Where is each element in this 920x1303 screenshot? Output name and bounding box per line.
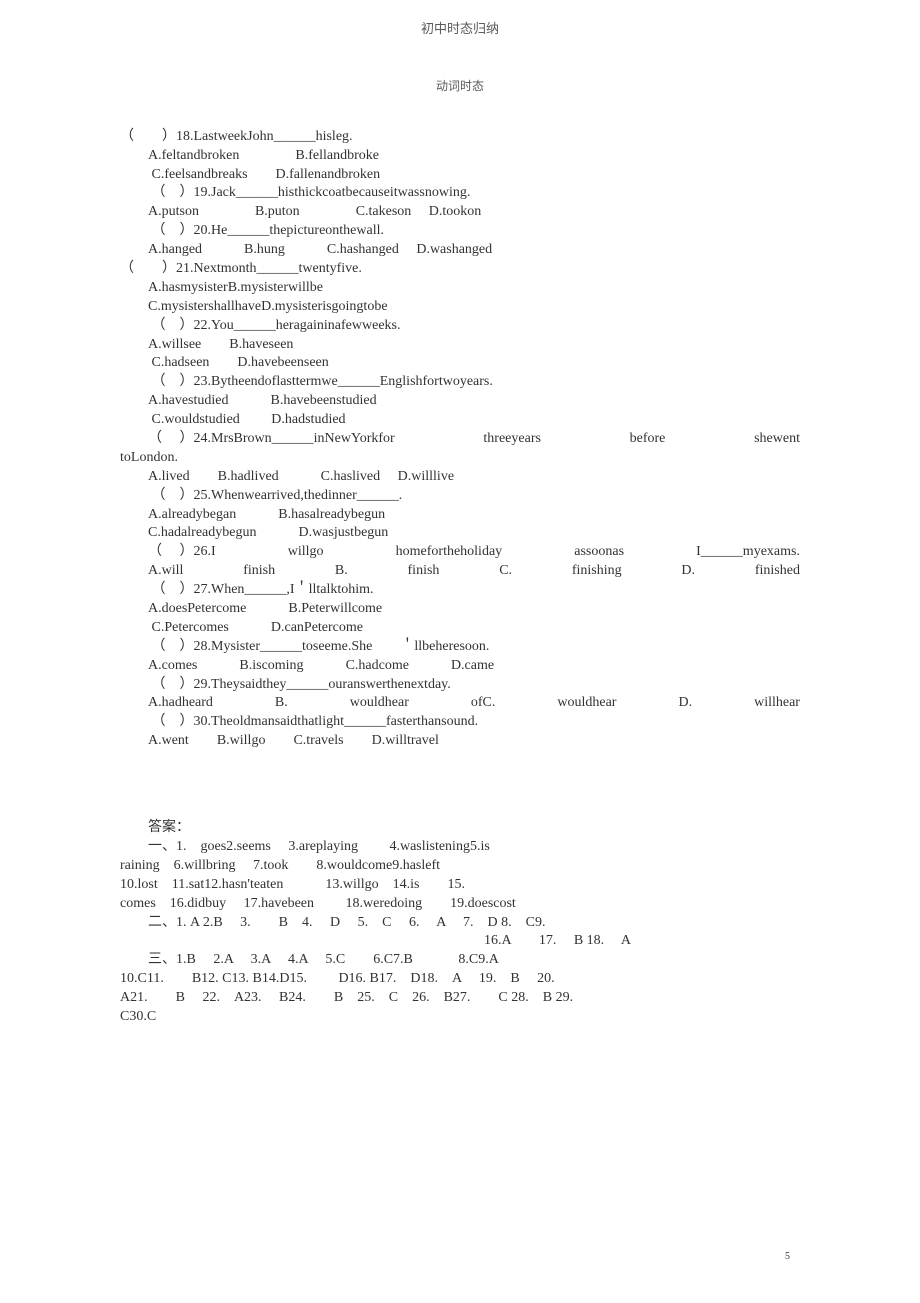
q23-line1: A.havestudied B.havebeenstudied [120, 392, 800, 411]
q18-b: B.fellandbroke [295, 148, 379, 163]
page-title-top: 初中时态归纳 [120, 20, 800, 38]
q18-d: D.fallenandbroken [276, 167, 381, 182]
q18-c: C.feelsandbreaks [152, 167, 248, 182]
q24-prompt: （ ）24.MrsBrown______inNewYorkfor threeye… [120, 430, 800, 449]
page-root: 初中时态归纳 动词时态 （ ）18.LastweekJohn______hisl… [0, 0, 920, 1303]
q23-line2: C.wouldstudied D.hadstudied [120, 411, 800, 430]
answers-3a: 三、1.B 2.A 3.A 4.A 5.C 6.C7.B 8.C9.A [120, 951, 800, 970]
q29-opts: A.hadheard B. wouldhear ofC. wouldhear D… [120, 694, 800, 713]
q18-a: A.feltandbroken [148, 148, 239, 163]
answers-1d: comes 16.didbuy 17.havebeen 18.weredoing… [120, 895, 800, 914]
q18-opts-ab: A.feltandbroken B.fellandbroke [120, 147, 800, 166]
answers-block: 答案： 一、1. goes2.seems 3.areplaying 4.wasl… [120, 819, 800, 1027]
q28-c: C.hadcome [346, 658, 409, 673]
q19-opts: A.putson B.puton C.takeson D.tookon [120, 203, 800, 222]
q28-b: B.iscoming [239, 658, 303, 673]
q24-d: D.willlive [398, 469, 454, 484]
answers-1a: 一、1. goes2.seems 3.areplaying 4.wasliste… [120, 838, 800, 857]
q24-opts: A.lived B.hadlived C.haslived D.willlive [120, 468, 800, 487]
q20-opts: A.hanged B.hung C.hashanged D.washanged [120, 241, 800, 260]
q26-opts: A.will finish B. finish C. finishing D. … [120, 562, 800, 581]
q30-prompt: （ ）30.Theoldmansaidthatlight______faster… [120, 713, 800, 732]
q20-a: A.hanged [148, 242, 202, 257]
q30-d: D.willtravel [372, 733, 439, 748]
q21-prompt: （ ）21.Nextmonth______twentyfive. [120, 260, 800, 279]
q19-a: A.putson [148, 204, 199, 219]
q20-c: C.hashanged [327, 242, 399, 257]
q19-d: D.tookon [429, 204, 482, 219]
q19-prompt: （ ）19.Jack______histhickcoatbecauseitwas… [120, 184, 800, 203]
q22-line1: A.willsee B.haveseen [120, 336, 800, 355]
q28-prompt: （ ）28.Mysister______toseeme.She ＇llbeher… [120, 638, 800, 657]
q24-c: C.haslived [321, 469, 381, 484]
q23-prompt: （ ）23.Bytheendoflasttermwe______Englishf… [120, 373, 800, 392]
q20-b: B.hung [244, 242, 285, 257]
answers-3c: A21. B 22. A23. B24. B 25. C 26. B27. C … [120, 989, 800, 1008]
q27-prompt: （ ）27.When______,I＇lltalktohim. [120, 581, 800, 600]
q30-b: B.willgo [217, 733, 266, 748]
q30-a: A.went [148, 733, 189, 748]
q22-prompt: （ ）22.You______heragaininafewweeks. [120, 317, 800, 336]
q28-opts: A.comes B.iscoming C.hadcome D.came [120, 657, 800, 676]
q18-prompt: （ ）18.LastweekJohn______hisleg. [120, 128, 800, 147]
q21-line2: C.mysistershallhaveD.mysisterisgoingtobe [120, 298, 800, 317]
q30-opts: A.went B.willgo C.travels D.willtravel [120, 732, 800, 751]
q19-c: C.takeson [356, 204, 412, 219]
page-number: 5 [785, 1250, 790, 1264]
q28-d: D.came [451, 658, 494, 673]
q21-line1: A.hasmysisterB.mysisterwillbe [120, 279, 800, 298]
q24-tail: toLondon. [120, 449, 800, 468]
q24-b: B.hadlived [218, 469, 279, 484]
answers-2b: 16.A 17. B 18. A [120, 932, 800, 951]
q22-line2: C.hadseen D.havebeenseen [120, 354, 800, 373]
q18-opts-cd: C.feelsandbreaks D.fallenandbroken [120, 166, 800, 185]
q19-b: B.puton [255, 204, 300, 219]
page-title-sub: 动词时态 [120, 78, 800, 94]
answers-1b: raining 6.willbring 7.took 8.wouldcome9.… [120, 857, 800, 876]
q27-line2: C.Petercomes D.canPetercome [120, 619, 800, 638]
q20-d: D.washanged [416, 242, 492, 257]
q25-line2: C.hadalreadybegun D.wasjustbegun [120, 524, 800, 543]
q28-a: A.comes [148, 658, 197, 673]
q25-line1: A.alreadybegan B.hasalreadybegun [120, 506, 800, 525]
q29-prompt: （ ）29.Theysaidthey______ouranswerthenext… [120, 676, 800, 695]
q27-line1: A.doesPetercome B.Peterwillcome [120, 600, 800, 619]
questions-block: （ ）18.LastweekJohn______hisleg. A.feltan… [120, 128, 800, 751]
answers-1c: 10.lost 11.sat12.hasn'teaten 13.willgo 1… [120, 876, 800, 895]
answers-3d: C30.C [120, 1008, 800, 1027]
answers-3b: 10.C11. B12. C13. B14.D15. D16. B17. D18… [120, 970, 800, 989]
q20-prompt: （ ）20.He______thepictureonthewall. [120, 222, 800, 241]
q24-a: A.lived [148, 469, 190, 484]
answers-2a: 二、1. A 2.B 3. B 4. D 5. C 6. A 7. D 8. C… [120, 914, 800, 933]
q30-c: C.travels [293, 733, 343, 748]
q26-prompt: （ ）26.I willgo homefortheholiday assoona… [120, 543, 800, 562]
answers-heading: 答案： [120, 819, 800, 838]
q25-prompt: （ ）25.Whenwearrived,thedinner______. [120, 487, 800, 506]
